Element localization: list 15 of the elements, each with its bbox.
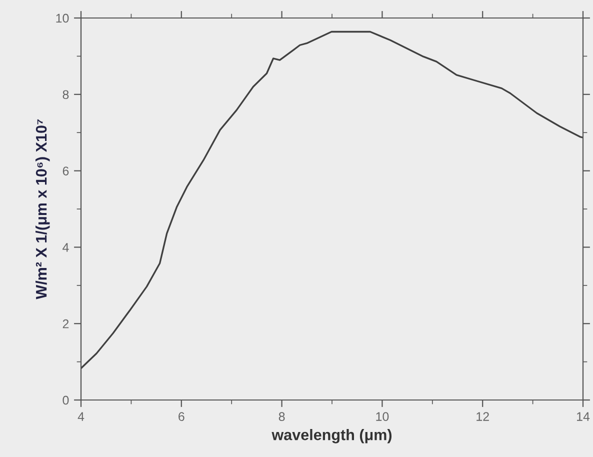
y-tick-label: 10 (56, 14, 69, 23)
y-tick-label: 4 (62, 243, 69, 252)
x-tick-label: 8 (278, 412, 285, 421)
y-axis-title: W/m² X 1/(μm x 10⁶) X10⁷ (35, 119, 50, 300)
y-tick-label: 8 (62, 90, 69, 100)
line-series (81, 30, 583, 370)
y-tick-label: 0 (62, 396, 69, 405)
y-tick-label: 6 (62, 166, 69, 176)
x-axis-title: wavelength (μm) (272, 429, 392, 444)
x-tick-label: 6 (178, 412, 184, 421)
x-tick-label: 12 (476, 412, 489, 421)
x-tick-label: 4 (78, 412, 84, 421)
x-tick-label: 14 (577, 412, 590, 421)
y-tick-label: 2 (62, 319, 69, 328)
x-tick-label: 10 (376, 412, 389, 421)
